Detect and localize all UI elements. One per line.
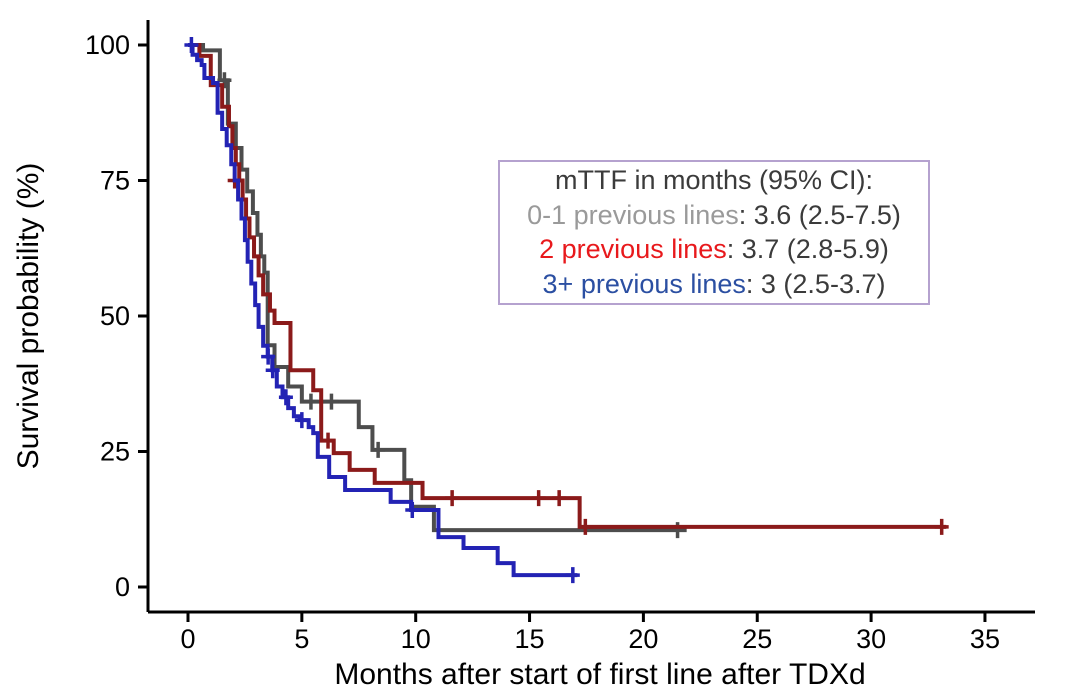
x-axis: 0 5 10 15 20 25 30 35	[180, 612, 1000, 654]
curve-3-previous-lines	[188, 43, 578, 578]
legend-entry-value: : 3.7 (2.8-5.9)	[726, 234, 889, 265]
legend-entry-2-previous-lines: 2 previous lines: 3.7 (2.8-5.9)	[500, 233, 928, 266]
legend-entry-0-1-previous-lines: 0-1 previous lines: 3.6 (2.5-7.5)	[500, 199, 928, 232]
x-tick-label: 25	[742, 624, 772, 654]
x-tick-label: 20	[628, 624, 658, 654]
curve-2-previous-lines	[188, 43, 947, 529]
legend-box: mTTF in months (95% CI): 0-1 previous li…	[498, 160, 930, 305]
x-tick-label: 0	[180, 624, 195, 654]
y-tick-label: 100	[85, 30, 130, 60]
legend-entry-value: : 3.6 (2.5-7.5)	[738, 199, 901, 230]
legend-entry-label: 2 previous lines	[539, 234, 727, 265]
legend-entry-label: 0-1 previous lines	[527, 199, 739, 230]
x-tick-label: 5	[294, 624, 309, 654]
y-axis: 0 25 50 75 100	[85, 30, 148, 602]
x-axis-title: Months after start of first line after T…	[334, 658, 865, 691]
censor-marks-0-1-previous-lines	[217, 72, 685, 539]
y-tick-label: 0	[115, 572, 130, 602]
censor-marks-3-previous-lines	[184, 37, 580, 584]
legend-entry-3-previous-lines: 3+ previous lines: 3 (2.5-3.7)	[500, 268, 928, 301]
y-axis-title: Survival probability (%)	[12, 163, 45, 470]
legend-title: mTTF in months (95% CI):	[554, 164, 874, 195]
x-tick-label: 15	[515, 624, 545, 654]
curve-0-1-previous-lines	[188, 43, 687, 533]
y-tick-label: 25	[100, 437, 130, 467]
axes	[146, 20, 1035, 614]
y-tick-label: 75	[100, 166, 130, 196]
legend-entry-label: 3+ previous lines	[542, 269, 746, 300]
x-tick-label: 35	[970, 624, 1000, 654]
x-tick-label: 30	[856, 624, 886, 654]
x-tick-label: 10	[401, 624, 431, 654]
y-tick-label: 50	[100, 301, 130, 331]
legend-entry-value: : 3 (2.5-3.7)	[745, 269, 886, 300]
